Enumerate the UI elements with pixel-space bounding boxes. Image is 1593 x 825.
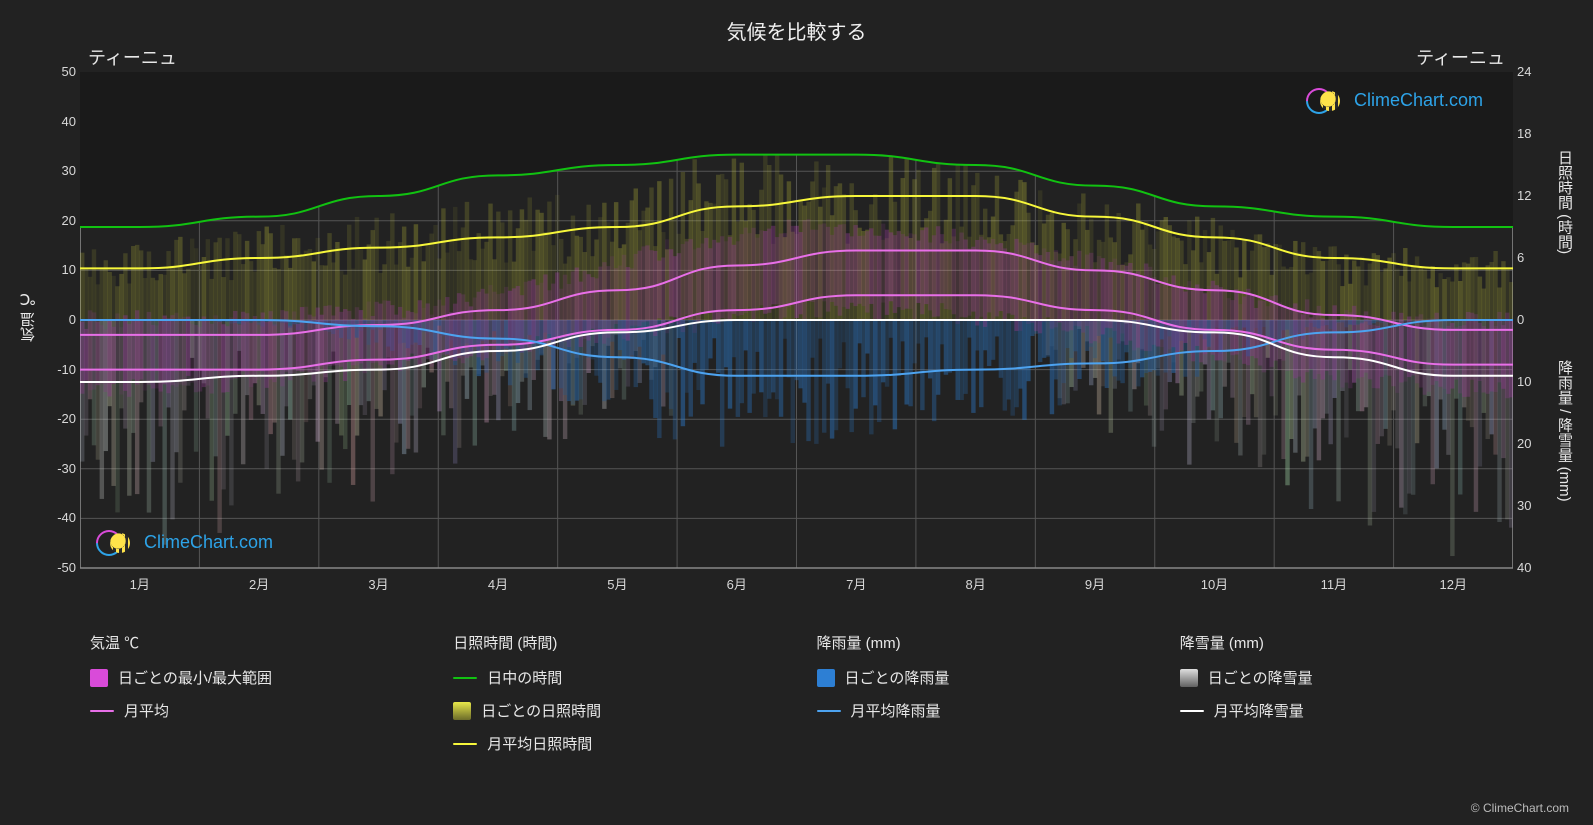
xtick-month: 10月 [1201,574,1228,593]
ytick-left: 20 [36,213,76,228]
legend-swatch-icon [90,669,108,687]
ytick-left: 30 [36,163,76,178]
legend-item-label: 月平均降雪量 [1214,700,1304,721]
legend-column: 降雨量 (mm) 日ごとの降雨量月平均降雨量 [817,632,1170,754]
location-label-left: ティーニュ [88,44,177,70]
climechart-logo-icon [1306,88,1346,112]
legend-item: 日ごとの降雪量 [1180,667,1533,688]
legend-item: 日中の時間 [453,667,806,688]
climate-chart-root: { "chart": { "type": "line+bar-overlay",… [0,0,1593,825]
ytick-right-mm: 40 [1517,560,1557,575]
xtick-month: 2月 [249,574,269,593]
xtick-month: 4月 [488,574,508,593]
ytick-left: -30 [36,461,76,476]
watermark-text: ClimeChart.com [1354,90,1483,111]
ytick-right-mm: 20 [1517,436,1557,451]
legend-item-label: 日中の時間 [487,667,562,688]
footer-credit: © ClimeChart.com [1471,801,1569,815]
legend-item: 月平均降雨量 [817,700,1170,721]
legend-item: 日ごとの最小/最大範囲 [90,667,443,688]
climechart-logo-icon [96,530,136,554]
legend-column-title: 降雨量 (mm) [817,632,1170,653]
legend-swatch-icon [90,710,114,712]
legend-column-title: 気温 ℃ [90,632,443,653]
ytick-left: -20 [36,411,76,426]
ytick-left: -40 [36,510,76,525]
legend-swatch-icon [453,677,477,679]
legend-item: 月平均 [90,700,443,721]
legend-item: 月平均降雪量 [1180,700,1533,721]
ytick-right-hours: 0 [1517,312,1557,327]
legend-swatch-icon [1180,710,1204,712]
xtick-month: 12月 [1440,574,1467,593]
location-label-right: ティーニュ [1416,44,1505,70]
legend-item-label: 月平均 [124,700,169,721]
legend-swatch-icon [453,743,477,745]
legend-item: 月平均日照時間 [453,733,806,754]
legend-swatch-icon [817,669,835,687]
chart-svg [80,72,1513,592]
y-axis-right-bot-label: 降雨量 / 降雪量 (mm) [1554,360,1575,502]
watermark-top: ClimeChart.com [1306,88,1483,112]
xtick-month: 5月 [607,574,627,593]
y-axis-right-top-label: 日照時間 (時間) [1554,150,1575,254]
ytick-left: 40 [36,114,76,129]
xtick-month: 7月 [846,574,866,593]
legend-swatch-icon [817,710,841,712]
legend-item-label: 月平均降雨量 [851,700,941,721]
legend-column: 気温 ℃ 日ごとの最小/最大範囲月平均 [90,632,443,754]
xtick-month: 6月 [727,574,747,593]
xtick-month: 3月 [368,574,388,593]
legend-column-title: 降雪量 (mm) [1180,632,1533,653]
legend-swatch-icon [453,702,471,720]
watermark-text: ClimeChart.com [144,532,273,553]
legend-column: 日照時間 (時間) 日中の時間日ごとの日照時間月平均日照時間 [453,632,806,754]
ytick-right-hours: 12 [1517,188,1557,203]
xtick-month: 11月 [1321,574,1348,593]
xtick-month: 8月 [966,574,986,593]
ytick-left: 50 [36,64,76,79]
chart-title: 気候を比較する [0,0,1593,45]
xtick-month: 9月 [1085,574,1105,593]
legend-item-label: 月平均日照時間 [487,733,592,754]
watermark-bottom: ClimeChart.com [96,530,273,554]
ytick-right-hours: 24 [1517,64,1557,79]
legend-column-title: 日照時間 (時間) [453,632,806,653]
legend-item: 日ごとの降雨量 [817,667,1170,688]
ytick-left: 10 [36,262,76,277]
ytick-left: 0 [36,312,76,327]
ytick-right-mm: 30 [1517,498,1557,513]
legend-column: 降雪量 (mm) 日ごとの降雪量月平均降雪量 [1180,632,1533,754]
chart-plot-area [80,72,1513,592]
ytick-right-hours: 6 [1517,250,1557,265]
legend-item-label: 日ごとの最小/最大範囲 [118,667,272,688]
legend-item: 日ごとの日照時間 [453,700,806,721]
legend-item-label: 日ごとの降雪量 [1208,667,1313,688]
ytick-left: -10 [36,362,76,377]
legend: 気温 ℃ 日ごとの最小/最大範囲月平均 日照時間 (時間) 日中の時間日ごとの日照時間… [90,632,1533,754]
legend-swatch-icon [1180,669,1198,687]
xtick-month: 1月 [130,574,150,593]
ytick-right-mm: 10 [1517,374,1557,389]
ytick-left: -50 [36,560,76,575]
legend-item-label: 日ごとの日照時間 [481,700,601,721]
legend-item-label: 日ごとの降雨量 [845,667,950,688]
ytick-right-hours: 18 [1517,126,1557,141]
